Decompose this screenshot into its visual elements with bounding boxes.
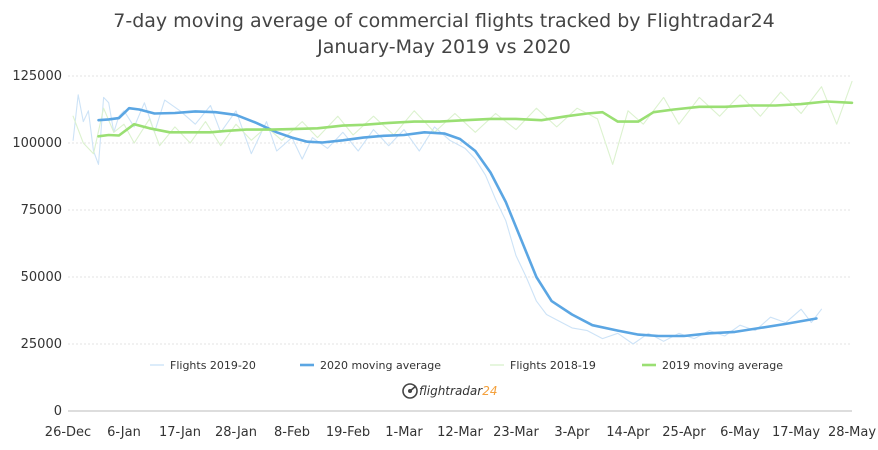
x-tick-label: 28-May — [828, 425, 876, 440]
chart-subtitle: January-May 2019 vs 2020 — [316, 36, 571, 58]
flightradar24-logo: flightradar24 — [402, 383, 498, 399]
legend-label: 2019 moving average — [662, 359, 783, 372]
x-axis-ticks: 26-Dec 6-Jan 17-Jan 28-Jan 8-Feb 19-Feb 1-Mar 1… — [45, 425, 877, 440]
x-tick-label: 25-Apr — [662, 425, 706, 440]
gridlines — [68, 75, 852, 345]
y-tick-label: 125000 — [12, 69, 62, 84]
x-tick-label: 3-Apr — [554, 425, 590, 440]
series-lines — [72, 80, 854, 345]
x-tick-label: 1-Mar — [385, 425, 423, 440]
legend-label: Flights 2018-19 — [510, 359, 596, 372]
x-tick-label: 6-Jan — [107, 425, 141, 440]
chart-title: 7-day moving average of commercial fligh… — [113, 10, 775, 32]
logo-suffix: 24 — [482, 384, 497, 398]
series-line — [97, 106, 818, 338]
x-tick-label: 17-May — [772, 425, 820, 440]
x-tick-label: 8-Feb — [274, 425, 310, 440]
x-tick-label: 28-Jan — [215, 425, 257, 440]
y-tick-label: 75000 — [21, 203, 62, 218]
x-tick-label: 26-Dec — [45, 425, 91, 440]
x-tick-label: 23-Mar — [493, 425, 539, 440]
radar-icon — [402, 383, 418, 399]
legend-label: Flights 2019-20 — [170, 359, 256, 372]
y-tick-label: 50000 — [21, 270, 62, 285]
x-tick-label: 19-Feb — [326, 425, 370, 440]
y-tick-label: 100000 — [12, 136, 62, 151]
series-line — [72, 80, 853, 165]
y-tick-label: 0 — [54, 404, 62, 419]
x-tick-label: 6-May — [720, 425, 760, 440]
legend-label: 2020 moving average — [320, 359, 441, 372]
x-tick-label: 12-Mar — [437, 425, 483, 440]
y-axis-ticks: 0 25000 50000 75000 100000 125000 — [12, 69, 62, 419]
series-line — [97, 100, 854, 138]
y-tick-label: 25000 — [21, 337, 62, 352]
logo-text: flightradar24 — [419, 384, 498, 398]
legend: Flights 2019-20 2020 moving average Flight… — [150, 359, 783, 372]
x-tick-label: 14-Apr — [606, 425, 650, 440]
x-tick-label: 17-Jan — [159, 425, 201, 440]
